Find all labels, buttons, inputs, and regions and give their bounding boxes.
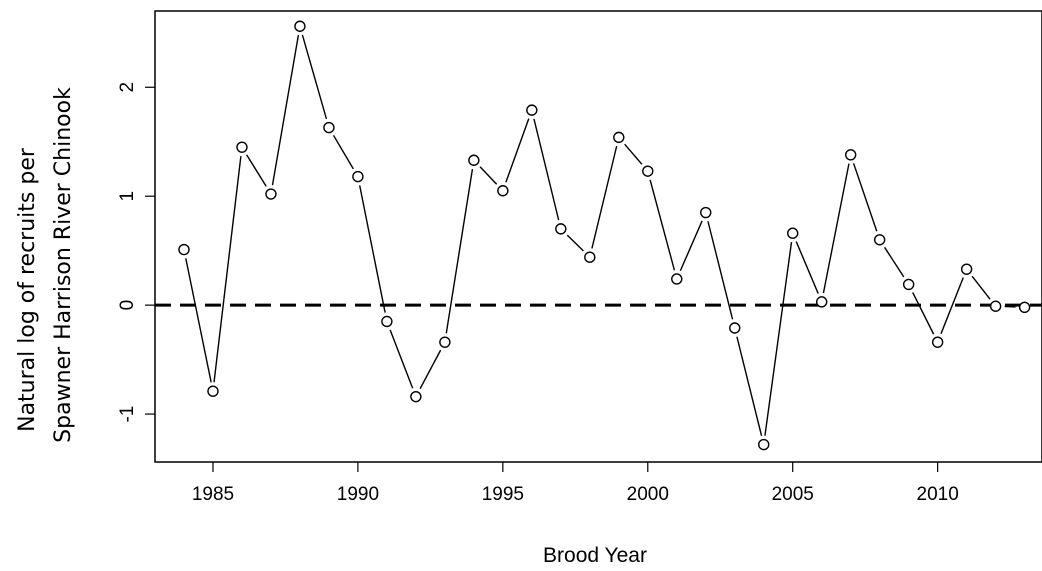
y-tick-label: -1 — [117, 406, 138, 423]
series-segment — [246, 154, 267, 187]
y-axis-title-line2: Spawner Harrison River Chinook — [51, 87, 76, 443]
data-point — [323, 121, 335, 134]
data-point — [555, 223, 567, 235]
series-segment — [332, 134, 354, 170]
series-segment — [736, 336, 763, 437]
x-tick-label: 2005 — [772, 484, 814, 505]
y-tick-label: 1 — [117, 191, 138, 202]
series-segment — [679, 220, 703, 272]
data-point — [1018, 301, 1031, 314]
data-point — [931, 336, 944, 348]
series-segment — [912, 292, 935, 335]
data-point — [729, 322, 741, 334]
data-point — [613, 131, 625, 144]
data-point — [439, 336, 451, 348]
data-point — [236, 141, 248, 153]
series-segment — [389, 329, 414, 389]
data-point — [642, 165, 654, 177]
series-segment — [566, 234, 584, 252]
data-point — [584, 251, 596, 263]
x-tick-label: 2010 — [917, 484, 959, 505]
series-segment — [533, 118, 560, 221]
data-point — [381, 315, 393, 328]
data-point — [787, 227, 799, 239]
series-segment — [822, 163, 850, 294]
series-segment — [358, 185, 386, 313]
y-axis-title-line1: Natural log of recruits per — [15, 147, 40, 432]
series-segment — [971, 275, 991, 300]
data-point — [265, 188, 277, 200]
series-segment — [795, 241, 819, 294]
data-point — [873, 234, 886, 246]
data-point — [815, 296, 828, 308]
data-point — [468, 154, 480, 166]
series-segment — [213, 156, 242, 383]
series-segment — [883, 246, 905, 278]
data-point — [352, 170, 364, 183]
data-point — [526, 104, 538, 116]
plot-frame — [154, 10, 1042, 463]
series-segment — [649, 179, 676, 271]
series-segment — [479, 166, 498, 185]
series-segment — [591, 145, 618, 249]
x-tick-label: 1995 — [482, 484, 524, 505]
data-point — [410, 390, 422, 403]
series-segment — [707, 221, 734, 320]
y-tick-label: 0 — [117, 300, 138, 311]
series-segment — [419, 349, 442, 390]
x-axis-title: Brood Year — [543, 544, 647, 567]
data-point — [207, 385, 219, 397]
series-segment — [301, 34, 328, 120]
series-segment — [505, 118, 530, 183]
data-point — [989, 300, 1002, 312]
series-segment — [624, 143, 643, 165]
series-segment — [940, 277, 964, 335]
data-point — [178, 243, 190, 256]
series-segment — [764, 242, 793, 436]
x-tick-label: 1985 — [192, 484, 234, 505]
series-segment — [445, 169, 474, 334]
y-tick-label: 2 — [117, 82, 138, 93]
data-point — [294, 20, 306, 32]
data-point — [700, 206, 712, 219]
data-point — [758, 438, 770, 451]
x-tick-label: 2000 — [627, 484, 669, 505]
data-point — [671, 273, 683, 285]
series-segment — [852, 163, 878, 232]
series-segment — [185, 258, 212, 383]
x-tick-label: 1990 — [337, 484, 379, 505]
data-point — [960, 263, 973, 275]
series-segment — [271, 35, 300, 186]
data-point — [902, 278, 915, 291]
data-point — [497, 185, 509, 197]
data-point — [844, 149, 857, 161]
